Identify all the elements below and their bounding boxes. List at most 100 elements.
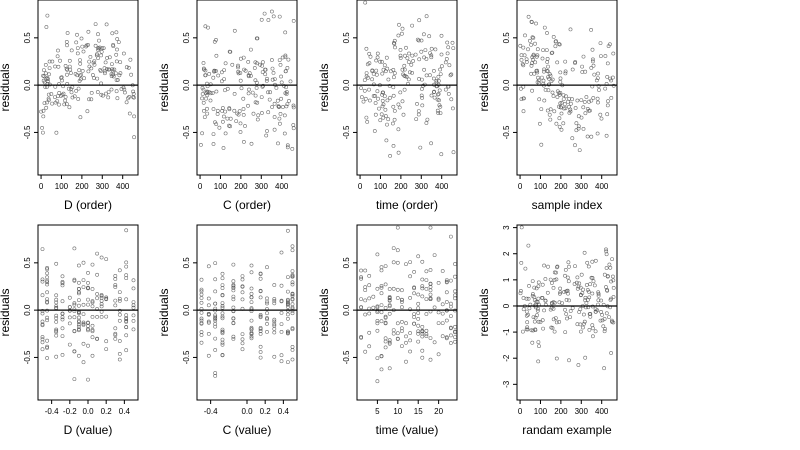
data-point xyxy=(420,259,425,264)
data-point xyxy=(124,65,129,70)
data-point xyxy=(215,108,220,113)
data-point xyxy=(605,75,610,79)
data-point xyxy=(65,43,69,48)
data-point xyxy=(81,260,86,265)
data-point xyxy=(392,117,397,122)
data-point xyxy=(86,343,90,348)
data-point xyxy=(102,66,107,71)
data-point xyxy=(416,292,421,297)
data-point xyxy=(45,278,50,283)
y-tick-label: 0.5 xyxy=(182,257,191,269)
data-point xyxy=(272,127,277,132)
data-point xyxy=(213,373,218,378)
data-point xyxy=(518,291,523,296)
data-point xyxy=(240,284,245,289)
data-point xyxy=(551,285,556,290)
data-point xyxy=(74,40,79,45)
data-point xyxy=(568,109,573,114)
data-point xyxy=(203,68,208,73)
data-point xyxy=(290,282,295,287)
data-point xyxy=(212,39,217,44)
data-point xyxy=(591,59,595,64)
data-point xyxy=(122,51,126,56)
data-point xyxy=(528,38,532,43)
data-point xyxy=(396,33,401,38)
data-point xyxy=(570,306,575,310)
data-point xyxy=(262,11,267,16)
data-point xyxy=(591,326,595,331)
data-point xyxy=(72,307,77,312)
data-point xyxy=(255,100,260,105)
data-point xyxy=(573,143,577,148)
data-point xyxy=(247,87,251,92)
y-tick-label: 1 xyxy=(502,277,511,282)
data-point xyxy=(371,72,376,76)
data-point xyxy=(206,25,210,30)
data-point xyxy=(598,112,603,117)
data-point xyxy=(518,43,523,48)
data-point xyxy=(395,260,400,265)
data-point xyxy=(519,260,524,265)
data-point xyxy=(63,98,68,103)
data-point xyxy=(410,71,415,75)
data-point xyxy=(549,51,554,56)
data-point xyxy=(45,267,50,272)
data-point xyxy=(249,141,254,146)
data-point xyxy=(90,304,95,309)
data-point xyxy=(290,244,295,249)
data-point xyxy=(408,260,413,265)
data-point xyxy=(290,248,295,253)
data-point xyxy=(530,88,535,93)
data-point xyxy=(272,298,277,303)
data-point xyxy=(444,300,449,304)
data-point xyxy=(554,121,559,126)
data-point xyxy=(536,75,540,80)
data-point xyxy=(117,290,122,295)
data-point xyxy=(381,115,386,120)
data-point xyxy=(259,17,264,22)
data-point xyxy=(60,281,65,286)
data-point xyxy=(283,91,288,96)
data-point xyxy=(214,38,218,42)
data-point xyxy=(246,60,251,64)
data-point xyxy=(388,95,393,100)
data-point xyxy=(608,265,613,270)
data-point xyxy=(67,342,72,347)
data-point xyxy=(611,278,616,283)
data-point xyxy=(206,331,211,336)
data-point xyxy=(399,326,404,331)
data-point xyxy=(199,277,204,282)
data-point xyxy=(453,274,457,279)
data-point xyxy=(85,109,90,114)
data-point xyxy=(424,297,429,302)
data-point xyxy=(383,315,388,320)
data-point xyxy=(282,131,287,136)
data-point xyxy=(291,123,296,127)
data-point xyxy=(387,338,392,343)
data-point xyxy=(591,57,595,62)
data-point xyxy=(272,330,277,335)
data-point xyxy=(249,291,254,296)
data-point xyxy=(557,116,562,121)
data-point xyxy=(131,92,136,96)
data-point xyxy=(451,150,456,155)
data-point xyxy=(59,75,64,80)
data-point xyxy=(399,344,404,349)
data-point xyxy=(542,67,547,72)
data-point xyxy=(595,131,600,136)
data-point xyxy=(213,324,218,329)
data-point xyxy=(124,228,129,233)
data-point xyxy=(253,100,258,105)
data-point xyxy=(416,306,421,311)
data-point xyxy=(124,273,129,278)
data-point xyxy=(408,349,413,354)
data-point xyxy=(435,92,440,97)
data-point xyxy=(223,109,228,114)
data-point xyxy=(605,61,610,66)
data-point xyxy=(519,58,524,62)
data-point xyxy=(40,319,45,324)
data-point xyxy=(259,111,264,115)
data-point xyxy=(387,341,392,346)
data-point xyxy=(524,296,529,301)
data-point xyxy=(40,323,45,328)
